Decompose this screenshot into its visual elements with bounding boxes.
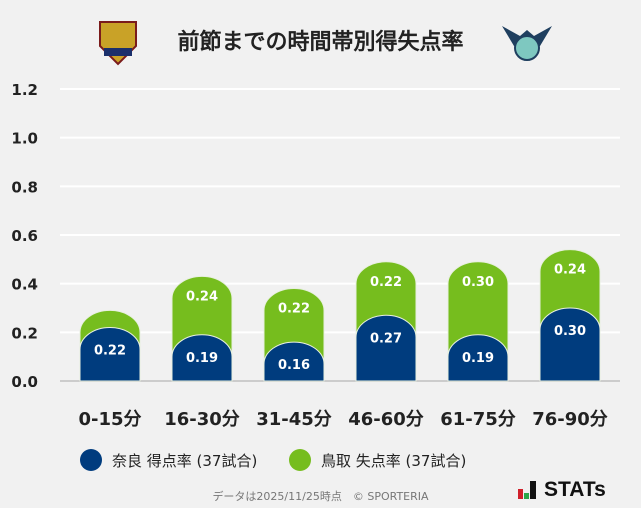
tottori-emblem	[500, 18, 554, 68]
stats-logo: STATs	[518, 478, 606, 502]
data-label-tottori: 0.30	[462, 275, 494, 290]
legend-swatch-blue	[80, 449, 102, 471]
x-tick-label: 16-30分	[164, 409, 240, 430]
x-tick-label: 0-15分	[78, 409, 141, 430]
bar-nara-scored	[447, 334, 509, 382]
data-label-nara: 0.27	[370, 331, 402, 346]
legend-label: 鳥取 失点率 (37試合)	[321, 451, 467, 470]
nara-emblem	[96, 18, 140, 70]
legend-item-nara: 奈良 得点率 (37試合)	[80, 449, 257, 471]
bar-nara-scored	[171, 334, 233, 382]
data-label-nara: 0.30	[554, 324, 586, 339]
y-tick-label: 1.2	[11, 81, 38, 99]
footer-note: データは2025/11/25時点 © SPORTERIA	[212, 490, 429, 503]
y-tick-label: 0.0	[11, 373, 38, 391]
stacked-bar-chart: 0.0 0.2 0.4 0.6 0.8 1.0 1.2 0.22 0-15分 0.19 0.24 16…	[11, 81, 620, 430]
data-label-tottori: 0.24	[554, 263, 586, 278]
data-label-nara: 0.22	[94, 343, 126, 358]
brand-text: STATs	[544, 478, 606, 501]
legend-swatch-green	[289, 449, 311, 471]
bar-nara-scored	[263, 341, 325, 382]
data-label-tottori: 0.22	[278, 302, 310, 317]
page-title: 前節までの時間帯別得失点率	[177, 30, 464, 55]
y-tick-label: 0.2	[11, 324, 38, 342]
data-label-nara: 0.19	[462, 351, 494, 366]
stats-bars-icon	[518, 481, 536, 499]
y-tick-label: 0.8	[11, 178, 38, 196]
legend-label: 奈良 得点率 (37試合)	[112, 451, 258, 470]
y-tick-label: 0.4	[11, 276, 38, 294]
x-tick-label: 61-75分	[440, 409, 516, 430]
x-tick-label: 76-90分	[532, 409, 608, 430]
data-label-tottori: 0.24	[186, 289, 218, 304]
x-tick-label: 31-45分	[256, 409, 332, 430]
bar-nara-scored	[79, 327, 141, 382]
bar-nara-scored	[539, 307, 601, 382]
y-tick-label: 0.6	[11, 227, 38, 245]
x-tick-label: 46-60分	[348, 409, 424, 430]
bar-nara-scored	[355, 314, 417, 382]
data-label-nara: 0.19	[186, 351, 218, 366]
legend-item-tottori: 鳥取 失点率 (37試合)	[289, 449, 466, 471]
data-label-nara: 0.16	[278, 358, 310, 373]
data-label-tottori: 0.22	[370, 275, 402, 290]
y-tick-label: 1.0	[11, 130, 38, 148]
